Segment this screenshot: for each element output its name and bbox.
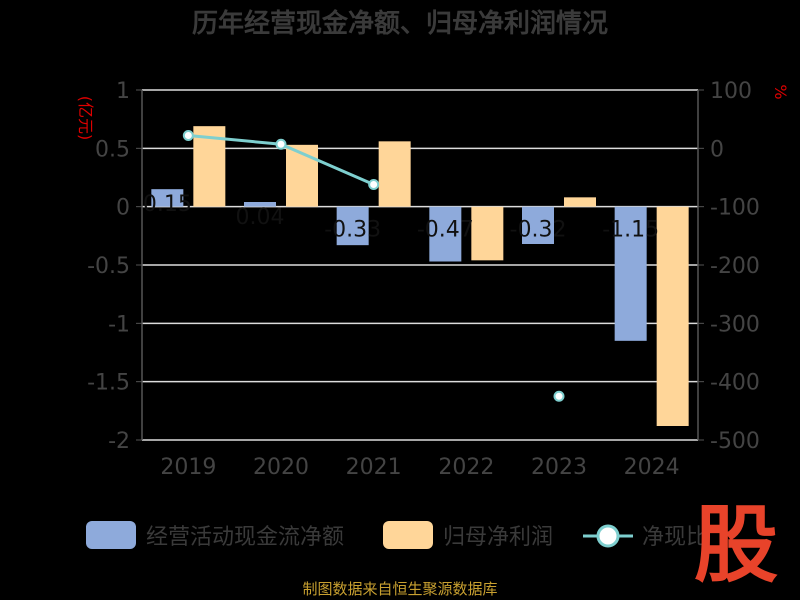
source-note: 制图数据来自恒生聚源数据库 — [302, 580, 498, 598]
bars: 0.15 0.04 -0.33 -0.47 -0.32 -1.15 — [143, 126, 689, 426]
bar-cashflow — [522, 206, 554, 244]
right-tick-label: 100 — [710, 79, 752, 104]
x-tick-label: 2023 — [531, 455, 587, 480]
right-tick-label: -100 — [710, 196, 760, 221]
grid-lines — [136, 89, 704, 441]
ratio-point — [553, 390, 565, 402]
x-tick-label: 2019 — [160, 455, 216, 480]
left-tick-label: -1 — [108, 312, 130, 337]
left-tick-label: -2 — [108, 429, 130, 454]
bar-cashflow — [244, 202, 276, 207]
chart-title: 历年经营现金净额、归母净利润情况 — [192, 8, 608, 39]
x-tick-label: 2021 — [346, 455, 402, 480]
bar-data-label: -0.32 — [510, 218, 567, 243]
bar-netprofit — [564, 197, 596, 207]
bar-data-label: 0.04 — [236, 205, 285, 230]
legend-label-netprofit: 归母净利润 — [443, 525, 553, 550]
right-tick-label: -300 — [710, 312, 760, 337]
bar-netprofit — [378, 141, 411, 207]
bar-data-label: 0.15 — [143, 192, 192, 217]
right-tick-label: -500 — [710, 429, 760, 454]
legend-marker-line — [596, 524, 620, 548]
x-tick-label: 2022 — [438, 455, 494, 480]
bar-data-label: -0.33 — [324, 218, 381, 243]
bar-cashflow — [429, 206, 462, 262]
left-tick-label: -0.5 — [87, 254, 130, 279]
right-tick-label: -200 — [710, 254, 760, 279]
bar-data-label: -1.15 — [602, 218, 659, 243]
right-axis-ticks: 100 0 -100 -200 -300 -400 -500 — [710, 79, 760, 454]
bar-netprofit — [286, 144, 318, 207]
ratio-point — [275, 138, 287, 150]
left-axis-unit: (亿元) — [76, 96, 95, 141]
legend-label-cashflow: 经营活动现金流净额 — [146, 525, 344, 550]
x-tick-label: 2024 — [624, 455, 680, 480]
right-axis-unit: % — [771, 84, 790, 99]
bar-netprofit — [656, 206, 689, 426]
right-tick-label: -400 — [710, 371, 760, 396]
left-axis-ticks: 1 0.5 0 -0.5 -1 -1.5 -2 — [87, 79, 130, 454]
bar-data-label: -0.47 — [417, 218, 474, 243]
legend: 经营活动现金流净额 归母净利润 净现比 — [86, 521, 708, 550]
ratio-point — [368, 179, 380, 190]
legend-swatch-cashflow — [86, 521, 136, 549]
legend-swatch-netprofit — [383, 521, 433, 549]
legend-label-ratio: 净现比 — [642, 525, 708, 550]
brand-logo: 股 — [693, 496, 778, 594]
ratio-point — [182, 130, 194, 141]
bar-cashflow — [614, 206, 647, 341]
left-tick-label: -1.5 — [87, 371, 130, 396]
x-axis-ticks: 2019 2020 2021 2022 2023 2024 — [160, 455, 679, 480]
left-tick-label: 0.5 — [95, 137, 130, 162]
bar-cashflow — [151, 189, 184, 207]
x-tick-label: 2020 — [253, 455, 309, 480]
left-tick-label: 1 — [116, 79, 130, 104]
bar-cashflow — [336, 206, 369, 246]
left-tick-label: 0 — [116, 196, 130, 221]
line-series — [182, 130, 565, 402]
bar-netprofit — [471, 206, 504, 261]
right-tick-label: 0 — [710, 137, 724, 162]
